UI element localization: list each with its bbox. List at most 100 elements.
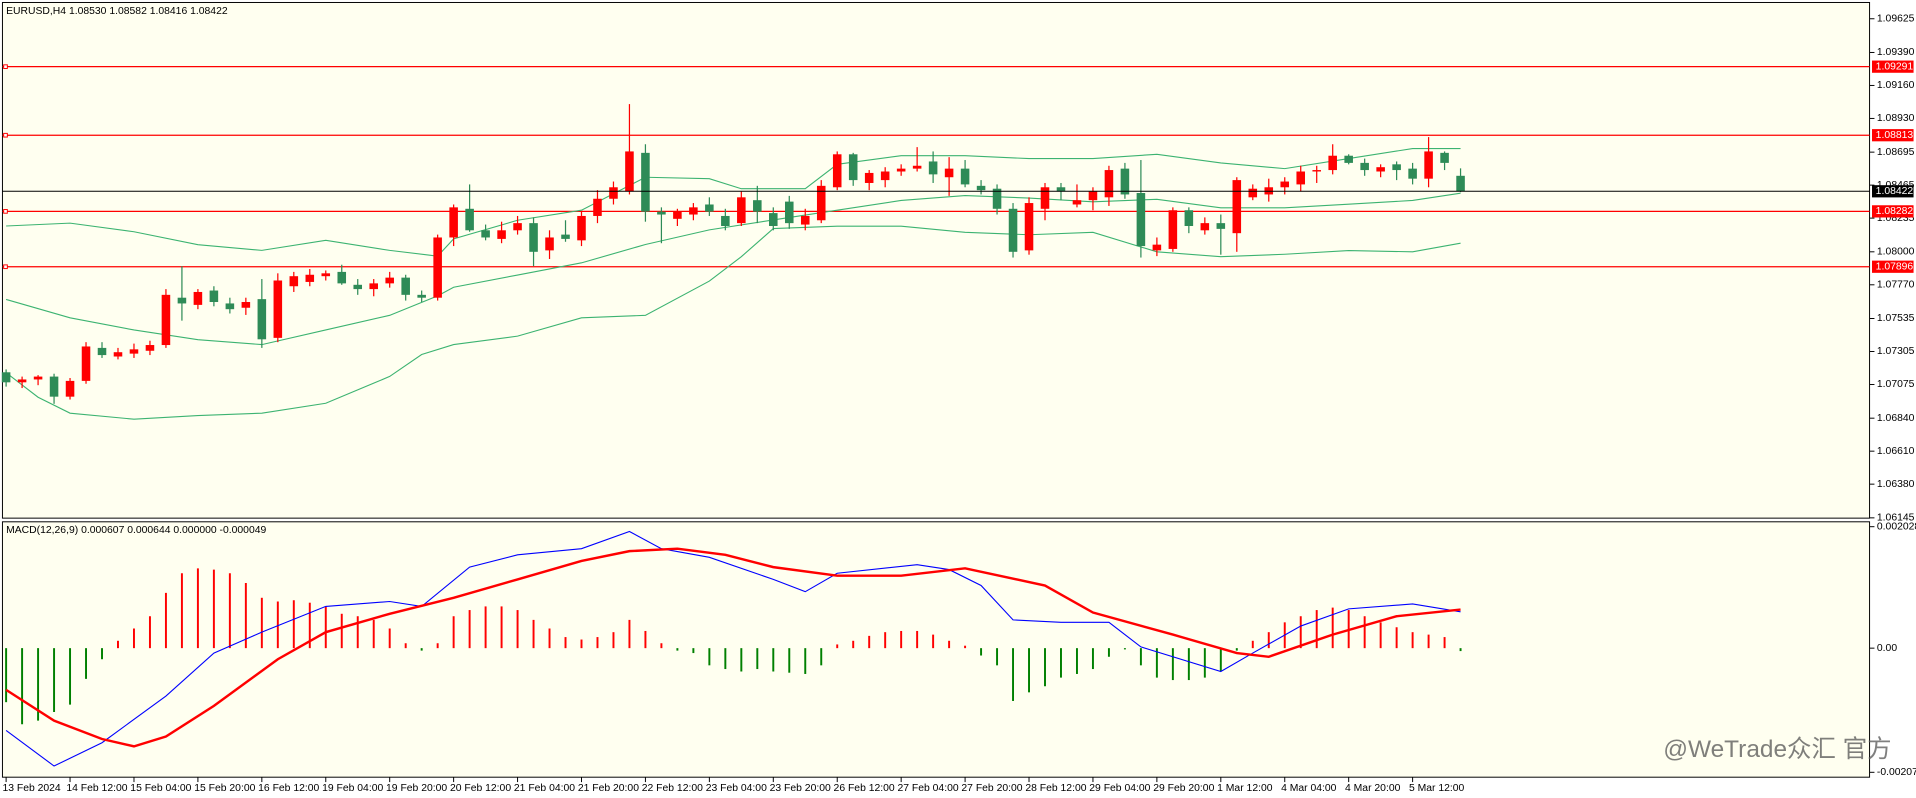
candle-body bbox=[305, 274, 315, 282]
x-tick-label: 4 Mar 04:00 bbox=[1281, 783, 1337, 794]
candle-body bbox=[1136, 193, 1146, 247]
x-tick-label: 27 Feb 04:00 bbox=[897, 783, 958, 794]
x-tick-label: 22 Feb 12:00 bbox=[642, 783, 703, 794]
candle-body bbox=[545, 237, 554, 251]
candle-body bbox=[369, 283, 378, 290]
macd-line bbox=[5, 547, 1461, 748]
candle-body bbox=[193, 291, 203, 305]
candle-body bbox=[1312, 170, 1321, 172]
macd-panel bbox=[1, 521, 1871, 778]
current-price-box bbox=[1872, 185, 1914, 198]
x-tick-label: 19 Feb 20:00 bbox=[386, 783, 447, 794]
candle-body bbox=[1376, 167, 1385, 172]
y-tick-label: 1.08930 bbox=[1877, 113, 1915, 124]
y-tick-label: 1.07770 bbox=[1877, 280, 1915, 291]
candle-body bbox=[577, 215, 586, 241]
candle-body bbox=[673, 211, 682, 219]
x-tick-label: 19 Feb 04:00 bbox=[322, 783, 383, 794]
y-tick-label: 1.07535 bbox=[1877, 313, 1915, 324]
price-panel bbox=[1, 1, 1871, 519]
candle-body bbox=[753, 200, 762, 212]
candle-body bbox=[273, 280, 283, 338]
x-tick-label: 1 Mar 12:00 bbox=[1217, 783, 1273, 794]
candle-body bbox=[401, 277, 410, 295]
candle-body bbox=[1216, 223, 1226, 229]
y-tick-label: 1.08695 bbox=[1877, 147, 1915, 158]
candle-body bbox=[912, 165, 922, 169]
level-handle bbox=[3, 209, 8, 214]
candle-body bbox=[976, 185, 986, 191]
candle-body bbox=[497, 230, 506, 239]
y-tick-label: 1.06610 bbox=[1877, 446, 1915, 457]
candle-body bbox=[593, 198, 602, 216]
level-handle bbox=[3, 132, 8, 138]
candle-body bbox=[1440, 152, 1449, 163]
candle-body bbox=[1088, 191, 1098, 201]
candle-body bbox=[513, 223, 522, 231]
y-tick-label: 1.07075 bbox=[1877, 379, 1915, 390]
candle-body bbox=[960, 168, 970, 185]
candle-body bbox=[353, 284, 363, 290]
candle-body bbox=[161, 294, 171, 346]
candle-body bbox=[1456, 175, 1465, 192]
candle-body bbox=[1072, 200, 1082, 205]
plot-layer: 1.09625 1.09390 1.09160 1.08930 1.08695 1.084… bbox=[1, 13, 1916, 794]
candle-body bbox=[784, 201, 794, 224]
candle-body bbox=[97, 347, 107, 356]
y-tick-label: 1.09390 bbox=[1877, 47, 1915, 58]
level-label: 1.08813 bbox=[1876, 130, 1914, 141]
candle-body bbox=[880, 171, 890, 181]
candle-body bbox=[1328, 155, 1337, 171]
level-label-box bbox=[1872, 260, 1914, 273]
candle-body bbox=[1392, 164, 1401, 171]
macd-line bbox=[5, 530, 1461, 767]
candle-body bbox=[1200, 223, 1210, 231]
candle-body bbox=[417, 294, 426, 298]
candle-body bbox=[465, 208, 474, 231]
candle-body bbox=[225, 303, 235, 310]
candle-body bbox=[49, 376, 59, 397]
x-tick-label: 27 Feb 20:00 bbox=[961, 783, 1022, 794]
candle-body bbox=[561, 234, 570, 239]
candle-body bbox=[992, 188, 1002, 209]
x-tick-label: 28 Feb 12:00 bbox=[1025, 783, 1086, 794]
candle-body bbox=[289, 276, 299, 287]
candle-body bbox=[625, 151, 634, 192]
candle-body bbox=[433, 237, 442, 298]
x-tick-label: 23 Feb 04:00 bbox=[706, 783, 767, 794]
x-tick-label: 4 Mar 20:00 bbox=[1345, 783, 1401, 794]
candle-body bbox=[145, 345, 155, 351]
x-tick-label: 21 Feb 04:00 bbox=[514, 783, 575, 794]
watermark: @WeTrade众汇 官方 bbox=[1663, 736, 1891, 763]
level-label-box bbox=[1872, 60, 1914, 73]
candle-body bbox=[81, 346, 91, 381]
candle-body bbox=[1, 372, 11, 383]
y-tick-label: 1.08235 bbox=[1877, 213, 1915, 224]
y-tick-label: 1.07305 bbox=[1877, 346, 1915, 357]
x-tick-label: 14 Feb 12:00 bbox=[66, 783, 127, 794]
current-price-label: 1.08422 bbox=[1876, 186, 1914, 197]
candle-body bbox=[737, 197, 746, 224]
bollinger-band bbox=[5, 225, 1461, 420]
candle-body bbox=[689, 207, 698, 215]
indicator-title: MACD(12,26,9) 0.000607 0.000644 0.000000… bbox=[6, 525, 266, 536]
candle-body bbox=[1280, 181, 1290, 188]
candle-body bbox=[65, 380, 75, 397]
candle-body bbox=[1104, 170, 1114, 198]
level-label: 1.07896 bbox=[1876, 261, 1914, 272]
x-tick-label: 15 Feb 20:00 bbox=[194, 783, 255, 794]
candle-body bbox=[113, 352, 123, 357]
candle-body bbox=[337, 271, 347, 284]
level-handle bbox=[3, 64, 8, 69]
candle-body bbox=[1008, 208, 1018, 252]
candle-body bbox=[1424, 151, 1433, 179]
candle-body bbox=[1168, 210, 1178, 249]
candle-body bbox=[864, 172, 874, 183]
candle-body bbox=[1344, 155, 1353, 163]
chart-title: EURUSD,H4 1.08530 1.08582 1.08416 1.0842… bbox=[6, 6, 228, 17]
candle-body bbox=[321, 273, 331, 277]
y-tick-label: 1.09160 bbox=[1877, 80, 1915, 91]
macd-y-tick-label: 0.00 bbox=[1877, 643, 1897, 654]
candle-body bbox=[177, 297, 187, 304]
